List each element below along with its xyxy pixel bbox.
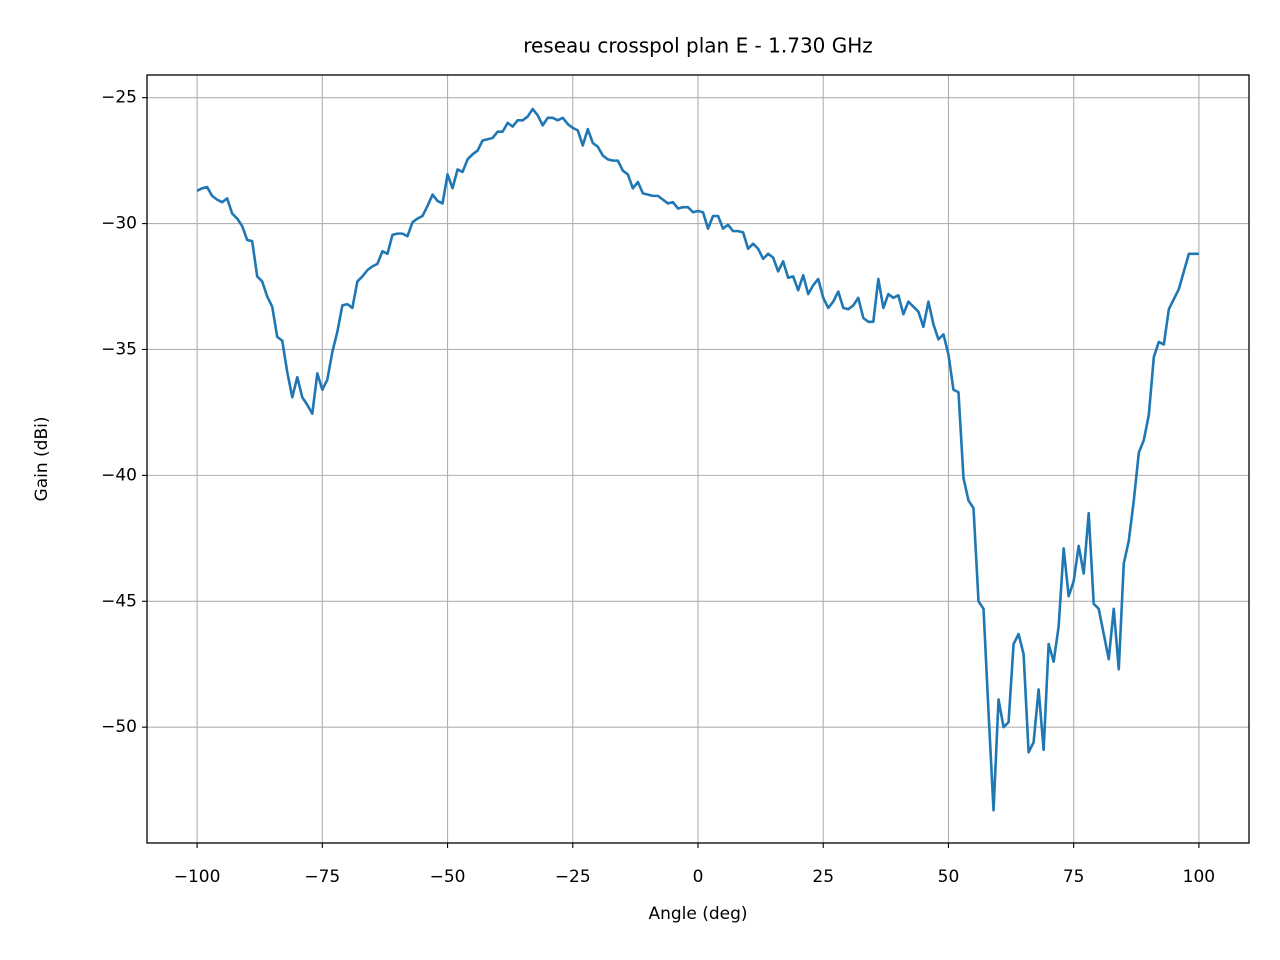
y-tick-label: −25 — [101, 88, 137, 108]
x-tick-label: −25 — [555, 867, 591, 887]
plot-frame — [146, 74, 1250, 844]
y-tick-label: −40 — [101, 465, 137, 485]
y-tick-label: −45 — [101, 591, 137, 611]
x-tick-label: −100 — [174, 867, 221, 887]
x-tick-label: −50 — [430, 867, 466, 887]
x-axis-label: Angle (deg) — [648, 904, 747, 924]
x-tick-label: −75 — [304, 867, 340, 887]
chart-title: reseau crosspol plan E - 1.730 GHz — [523, 34, 873, 58]
x-tick-label: 50 — [938, 867, 960, 887]
y-tick-label: −35 — [101, 339, 137, 359]
x-tick-label: 100 — [1183, 867, 1215, 887]
x-tick-label: 0 — [693, 867, 704, 887]
data-line — [196, 107, 1199, 812]
y-tick-label: −30 — [101, 214, 137, 234]
x-tick-label: 75 — [1063, 867, 1085, 887]
y-axis-label: Gain (dBi) — [32, 417, 52, 502]
x-tick-label: 25 — [812, 867, 834, 887]
y-tick-label: −50 — [101, 717, 137, 737]
